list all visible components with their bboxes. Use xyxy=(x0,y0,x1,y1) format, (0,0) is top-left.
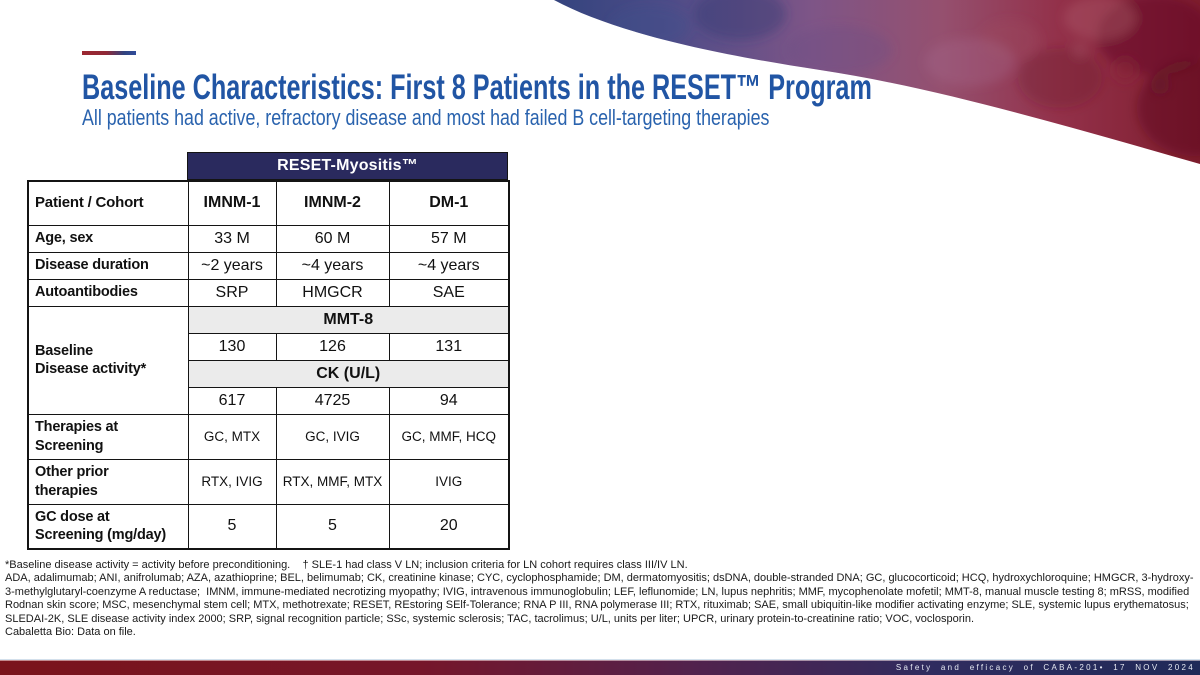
cell-value: 5 xyxy=(275,503,390,550)
footnote-baseline-definition: *Baseline disease activity = activity be… xyxy=(5,559,688,571)
footer-hairline xyxy=(0,659,1200,660)
footer-bar: Safety and efficacy of CABA-201• 17 NOV … xyxy=(0,660,1200,675)
table-header-row: Patient / Cohort IMNM-1 IMNM-2 DM-1 xyxy=(27,180,510,226)
table-row-mmt8-values: 130 126 131 xyxy=(28,332,510,361)
row-label: Disease duration xyxy=(27,251,189,280)
page-title: Baseline Characteristics: First 8 Patien… xyxy=(82,68,872,107)
row-label: Other prior therapies xyxy=(27,458,189,505)
row-label: Autoantibodies xyxy=(27,278,189,307)
cell-value: RTX, MMF, MTX xyxy=(275,458,390,505)
row-label: GC dose at Screening (mg/day) xyxy=(27,503,189,550)
cell-value: HMGCR xyxy=(275,278,390,307)
cell-value: ~4 years xyxy=(275,251,390,280)
row-label: Age, sex xyxy=(27,224,189,253)
footnote-abbreviations: ADA, adalimumab; ANI, anifrolumab; AZA, … xyxy=(5,572,1194,625)
cell-value: GC, MTX xyxy=(187,413,277,460)
program-header: RESET-Myositis™ xyxy=(187,152,508,180)
cell-value: 94 xyxy=(388,386,510,415)
cell-value: GC, IVIG xyxy=(275,413,390,460)
cell-value: 4725 xyxy=(275,386,390,415)
table-row-autoantibodies: Autoantibodies SRP HMGCR SAE xyxy=(27,278,510,307)
column-header-dm1: DM-1 xyxy=(388,180,510,226)
cell-value: ~2 years xyxy=(187,251,277,280)
cell-value: ~4 years xyxy=(388,251,510,280)
baseline-characteristics-table: Patient / Cohort IMNM-1 IMNM-2 DM-1 Age,… xyxy=(27,180,510,550)
table-row-disease-duration: Disease duration ~2 years ~4 years ~4 ye… xyxy=(27,251,510,280)
cell-value: 5 xyxy=(187,503,277,550)
cell-value: RTX, IVIG xyxy=(187,458,277,505)
subsection-header-mmt8: MMT-8 xyxy=(187,305,510,334)
row-label: Therapies at Screening xyxy=(27,413,189,460)
row-label-baseline-activity: Baseline Disease activity* xyxy=(27,305,189,415)
table-row-ck-header: CK (U/L) xyxy=(28,359,510,388)
table-row-age-sex: Age, sex 33 M 60 M 57 M xyxy=(27,224,510,253)
cell-value: SAE xyxy=(388,278,510,307)
footer-text: Safety and efficacy of CABA-201• 17 NOV … xyxy=(895,663,1195,672)
cell-value: 130 xyxy=(187,332,277,361)
footnotes: *Baseline disease activity = activity be… xyxy=(5,559,1197,639)
column-header-imnm2: IMNM-2 xyxy=(275,180,390,226)
footnote-source: Cabaletta Bio: Data on file. xyxy=(5,626,136,639)
cell-value: 126 xyxy=(275,332,390,361)
cell-value: 617 xyxy=(187,386,277,415)
cell-value: IVIG xyxy=(388,458,510,505)
cell-value: 60 M xyxy=(275,224,390,253)
cell-value: 20 xyxy=(388,503,510,550)
table-row-mmt8-header: Baseline Disease activity* MMT-8 xyxy=(27,305,510,415)
hero-band-image xyxy=(554,0,1200,164)
cell-value: 33 M xyxy=(187,224,277,253)
subsection-header-ck: CK (U/L) xyxy=(187,359,510,388)
accent-dash xyxy=(82,51,136,55)
page-subtitle: All patients had active, refractory dise… xyxy=(82,105,770,130)
cell-value: 131 xyxy=(388,332,510,361)
corner-header: Patient / Cohort xyxy=(27,180,189,226)
cell-value: 57 M xyxy=(388,224,510,253)
column-header-imnm1: IMNM-1 xyxy=(187,180,277,226)
table-row-ck-values: 617 4725 94 xyxy=(28,386,510,415)
band-texture xyxy=(610,0,1200,156)
table-row-gc-dose: GC dose at Screening (mg/day) 5 5 20 xyxy=(27,503,510,550)
cell-value: SRP xyxy=(187,278,277,307)
table-row-therapies-at-screening: Therapies at Screening GC, MTX GC, IVIG … xyxy=(27,413,510,460)
table-row-other-prior-therapies: Other prior therapies RTX, IVIG RTX, MMF… xyxy=(27,458,510,505)
cell-value: GC, MMF, HCQ xyxy=(388,413,510,460)
